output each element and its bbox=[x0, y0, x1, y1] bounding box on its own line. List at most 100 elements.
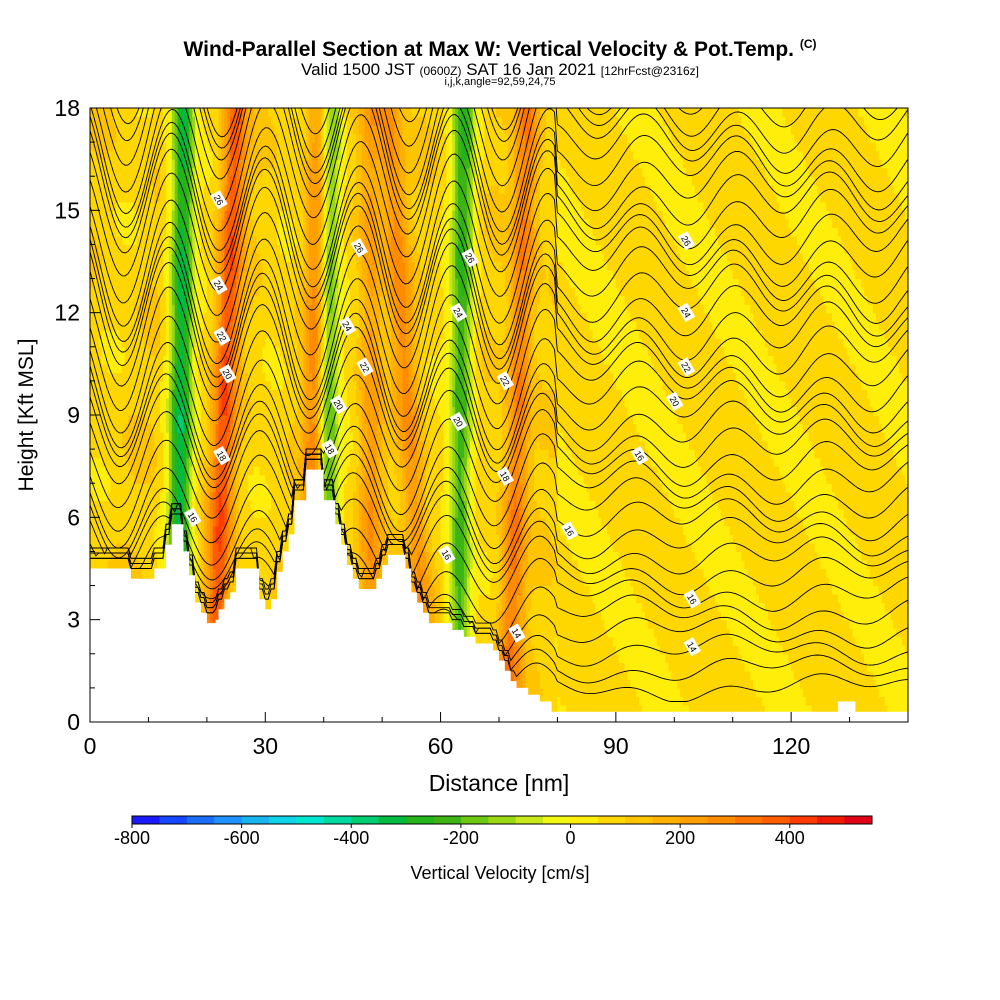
velocity-cell bbox=[189, 551, 193, 561]
velocity-cell bbox=[224, 389, 228, 399]
velocity-cell bbox=[145, 321, 150, 331]
velocity-cell bbox=[198, 491, 202, 501]
velocity-cell bbox=[238, 150, 243, 160]
velocity-cell bbox=[218, 252, 223, 263]
velocity-cell bbox=[163, 380, 167, 391]
velocity-cell bbox=[180, 176, 185, 186]
velocity-cell bbox=[151, 363, 155, 373]
velocity-cell bbox=[154, 321, 158, 331]
velocity-cell bbox=[165, 116, 170, 126]
velocity-cell bbox=[186, 363, 190, 373]
velocity-cell bbox=[101, 295, 106, 305]
velocity-cell bbox=[116, 440, 120, 450]
velocity-cell bbox=[195, 457, 199, 467]
velocity-cell bbox=[157, 372, 161, 382]
velocity-cell bbox=[201, 602, 205, 612]
velocity-cell bbox=[116, 508, 120, 518]
velocity-cell bbox=[133, 568, 138, 578]
velocity-cell bbox=[157, 150, 161, 160]
velocity-cell bbox=[133, 457, 138, 467]
velocity-cell bbox=[136, 125, 141, 135]
velocity-cell bbox=[250, 397, 255, 408]
velocity-cell bbox=[139, 568, 144, 578]
velocity-cell bbox=[163, 329, 167, 339]
velocity-cell bbox=[168, 252, 173, 263]
velocity-cell bbox=[116, 150, 120, 160]
velocity-cell bbox=[174, 287, 179, 297]
velocity-cell bbox=[203, 278, 208, 288]
velocity-cell bbox=[116, 176, 120, 186]
velocity-cell bbox=[250, 218, 255, 228]
velocity-cell bbox=[119, 338, 123, 348]
velocity-cell bbox=[189, 261, 193, 271]
velocity-cell bbox=[148, 295, 152, 305]
velocity-cell bbox=[186, 116, 190, 126]
velocity-cell bbox=[224, 415, 228, 425]
velocity-cell bbox=[113, 108, 117, 118]
velocity-cell bbox=[107, 287, 112, 297]
velocity-cell bbox=[133, 312, 138, 322]
velocity-cell bbox=[247, 483, 252, 493]
velocity-cell bbox=[236, 542, 240, 553]
velocity-cell bbox=[203, 491, 208, 501]
velocity-cell bbox=[113, 559, 117, 570]
velocity-cell bbox=[104, 304, 109, 314]
velocity-cell bbox=[203, 218, 208, 228]
velocity-cell bbox=[133, 244, 138, 254]
velocity-cell bbox=[145, 457, 150, 467]
velocity-cell bbox=[98, 278, 103, 288]
velocity-cell bbox=[168, 415, 173, 425]
velocity-cell bbox=[145, 159, 150, 169]
velocity-cell bbox=[224, 184, 228, 194]
velocity-cell bbox=[110, 142, 114, 152]
velocity-cell bbox=[168, 338, 173, 348]
velocity-cell bbox=[119, 329, 123, 339]
velocity-cell bbox=[110, 150, 114, 160]
velocity-cell bbox=[130, 534, 135, 544]
velocity-cell bbox=[206, 500, 211, 510]
velocity-cell bbox=[136, 423, 141, 433]
velocity-cell bbox=[236, 338, 240, 348]
velocity-cell bbox=[110, 363, 114, 373]
grid-indices: i,j,k,angle=92,59,24,75 bbox=[0, 76, 1000, 88]
velocity-cell bbox=[224, 278, 228, 288]
velocity-cell bbox=[250, 287, 255, 297]
velocity-cell bbox=[101, 116, 106, 126]
velocity-cell bbox=[189, 466, 193, 476]
velocity-cell bbox=[215, 108, 220, 118]
velocity-cell bbox=[174, 338, 179, 348]
velocity-cell bbox=[250, 406, 255, 416]
velocity-cell bbox=[148, 329, 152, 339]
velocity-cell bbox=[151, 474, 155, 484]
velocity-cell bbox=[221, 116, 225, 126]
velocity-cell bbox=[125, 534, 129, 544]
velocity-cell bbox=[125, 329, 129, 339]
velocity-cell bbox=[203, 551, 208, 561]
velocity-cell bbox=[142, 312, 147, 322]
velocity-cell bbox=[230, 235, 234, 246]
velocity-cell bbox=[238, 261, 243, 271]
velocity-cell bbox=[148, 389, 152, 399]
velocity-cell bbox=[160, 474, 164, 484]
velocity-cell bbox=[154, 457, 158, 467]
velocity-cell bbox=[130, 466, 135, 476]
velocity-cell bbox=[201, 363, 205, 373]
velocity-cell bbox=[244, 551, 249, 561]
velocity-cell bbox=[130, 542, 135, 553]
velocity-cell bbox=[198, 287, 202, 297]
velocity-cell bbox=[157, 133, 161, 143]
velocity-cell bbox=[177, 415, 182, 425]
velocity-cell bbox=[116, 329, 120, 339]
velocity-cell bbox=[227, 193, 231, 203]
velocity-cell bbox=[250, 372, 255, 382]
velocity-cell bbox=[183, 525, 188, 535]
velocity-cell bbox=[227, 201, 231, 211]
velocity-cell bbox=[247, 551, 252, 561]
velocity-cell bbox=[151, 201, 155, 211]
velocity-cell bbox=[133, 525, 138, 535]
velocity-cell bbox=[215, 474, 220, 484]
velocity-cell bbox=[201, 355, 205, 365]
velocity-cell bbox=[168, 440, 173, 450]
velocity-cell bbox=[244, 321, 249, 331]
